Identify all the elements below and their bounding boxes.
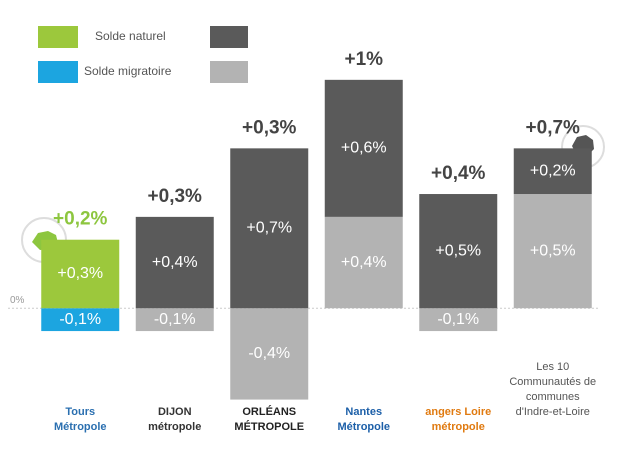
value-label: +0,7% xyxy=(246,220,292,237)
category-label: angers Loire métropole xyxy=(425,406,492,433)
legend-swatch xyxy=(38,61,78,83)
value-label: +0,6% xyxy=(341,140,387,157)
value-label: -0,1% xyxy=(154,311,196,328)
total-label: +0,4% xyxy=(431,163,486,184)
bar-segment xyxy=(513,148,592,195)
category-label: Nantes Métropole xyxy=(337,406,391,433)
bar-segment xyxy=(41,308,120,332)
value-label: +0,3% xyxy=(57,265,103,282)
bar-segment xyxy=(419,194,498,309)
category-label: Les 10 Communautés de communes d'Indre-e… xyxy=(509,361,597,418)
value-label: +0,4% xyxy=(341,254,387,271)
value-label: -0,1% xyxy=(437,311,479,328)
legend-swatch xyxy=(210,61,248,83)
value-label: +0,5% xyxy=(435,242,481,259)
total-label: +0,2% xyxy=(53,209,108,230)
total-label: +0,7% xyxy=(526,117,581,138)
value-label: -0,1% xyxy=(59,311,101,328)
total-label: +1% xyxy=(344,49,383,70)
bar-segment xyxy=(41,239,120,309)
category-label: DIJON métropole xyxy=(148,406,202,433)
y-tick-label: 0% xyxy=(10,295,25,306)
category-label: ORLÉANS MÉTROPOLE xyxy=(234,406,305,433)
legend-swatch xyxy=(38,26,78,48)
category-label: Tours Métropole xyxy=(53,406,107,433)
value-label: +0,5% xyxy=(530,242,576,259)
value-label: -0,4% xyxy=(248,345,290,362)
value-label: +0,4% xyxy=(152,254,198,271)
bar-segment xyxy=(135,308,214,332)
bar-segment xyxy=(419,308,498,332)
bar-segment xyxy=(230,148,309,309)
bar-segment xyxy=(513,194,592,309)
legend-swatch xyxy=(210,26,248,48)
bar-segment xyxy=(135,216,214,309)
bar-segment xyxy=(324,79,403,217)
legend-label: Solde naturel xyxy=(95,29,166,43)
bar-segment xyxy=(324,216,403,309)
total-label: +0,3% xyxy=(242,117,297,138)
total-label: +0,3% xyxy=(148,186,203,207)
value-label: +0,2% xyxy=(530,162,576,179)
legend-label: Solde migratoire xyxy=(84,64,172,78)
bar-segment xyxy=(230,308,309,400)
